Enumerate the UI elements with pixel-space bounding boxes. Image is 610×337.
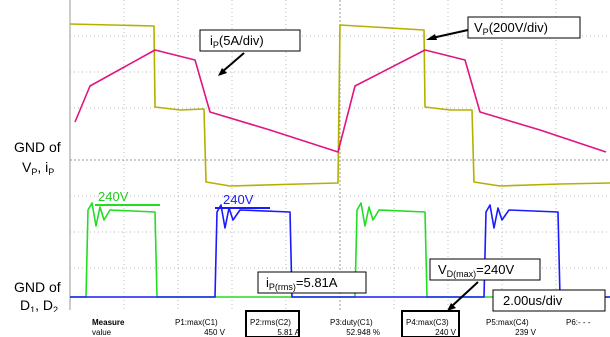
- gnd-line2: VP, iP: [22, 159, 54, 177]
- param-value: 239 V: [515, 328, 537, 337]
- gnd-bottom-label: GND of D1, D2: [14, 279, 61, 315]
- blue-level-label: 240V: [223, 192, 254, 207]
- param-name: P4:max(C3): [406, 318, 449, 327]
- ip-rms-callout: iP(rms)=5.81A: [258, 272, 366, 293]
- scope-figure: 240V 240V GND of VP, iP GND of D1, D2 iP…: [0, 0, 610, 337]
- param-value: 5.81 A: [277, 328, 300, 337]
- param-value: 52.948 %: [346, 328, 380, 337]
- gnd-top-label: GND of VP, iP: [14, 139, 61, 177]
- gnd-line1: GND of: [14, 139, 61, 155]
- param-name: P2:rms(C2): [250, 318, 291, 327]
- timebase-box: 2.00us/div: [493, 290, 605, 311]
- green-level-label: 240V: [98, 189, 129, 204]
- measure-row-label: value: [92, 328, 112, 337]
- param-name: P3:duty(C1): [330, 318, 373, 327]
- measure-header: Measure: [92, 318, 125, 327]
- param-name: P5:max(C4): [486, 318, 529, 327]
- gnd-line1: GND of: [14, 279, 61, 295]
- param-value: 450 V: [204, 328, 226, 337]
- svg-text:iP(5A/div): iP(5A/div): [210, 33, 264, 50]
- param-name: P6:- - -: [566, 318, 591, 327]
- svg-text:2.00us/div: 2.00us/div: [503, 293, 563, 308]
- param-name: P1:max(C1): [175, 318, 218, 327]
- param-value: 240 V: [435, 328, 457, 337]
- measure-table: Measure value P1:max(C1)450 VP2:rms(C2)5…: [0, 311, 610, 337]
